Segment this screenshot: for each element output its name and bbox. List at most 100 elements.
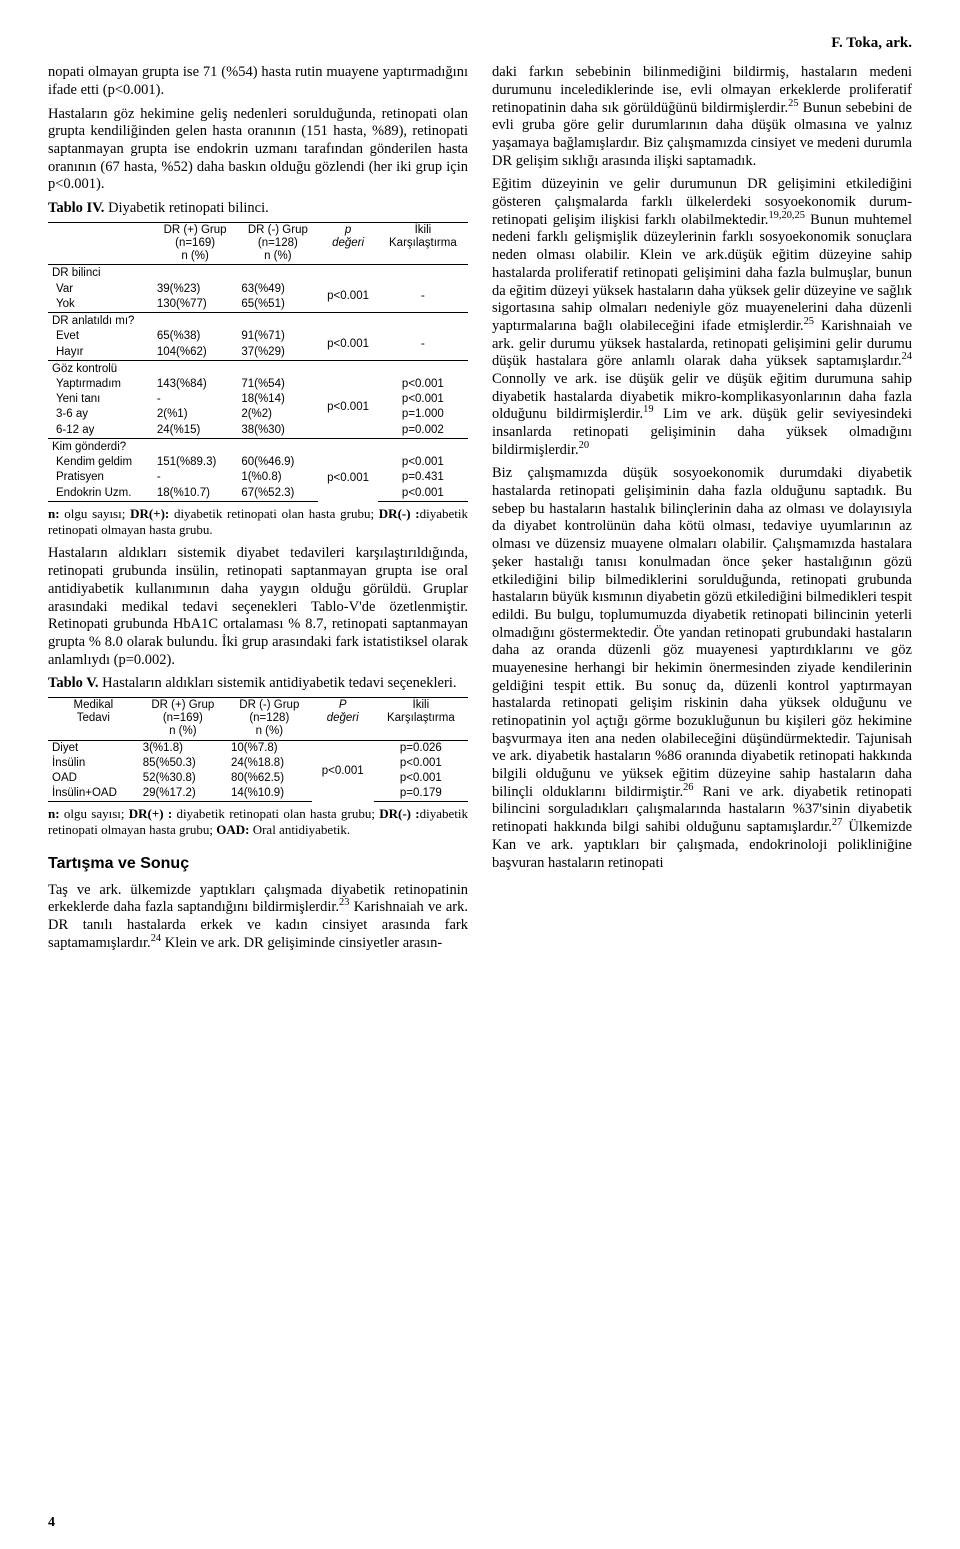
- cell: -: [378, 282, 468, 313]
- citation: 25: [788, 98, 798, 109]
- cell: 2(%2): [237, 407, 318, 422]
- cell: Var: [48, 282, 153, 297]
- left-column: nopati olmayan grupta ise 71 (%54) hasta…: [48, 64, 468, 958]
- right-column: daki farkın sebebinin bilinmediğini bild…: [492, 64, 912, 958]
- cell: p=1.000: [378, 407, 468, 422]
- cell: 2(%1): [153, 407, 237, 422]
- citation: 19,20,25: [768, 210, 805, 221]
- paragraph: nopati olmayan grupta ise 71 (%54) hasta…: [48, 64, 468, 99]
- citation: 24: [902, 351, 912, 362]
- cell: 6-12 ay: [48, 423, 153, 439]
- paragraph: Biz çalışmamızda düşük sosyoekonomik dur…: [492, 465, 912, 872]
- cell: Kendim geldim: [48, 455, 153, 470]
- citation: 20: [579, 440, 589, 451]
- cell: 71(%54): [237, 377, 318, 392]
- cell: 85(%50.3): [139, 756, 227, 771]
- paragraph: daki farkın sebebinin bilinmediğini bild…: [492, 64, 912, 170]
- cell: Yaptırmadım: [48, 377, 153, 392]
- col-header: DR (-) Grup (n=128) n (%): [237, 222, 318, 265]
- col-header: [48, 222, 153, 265]
- cell: Evet: [48, 329, 153, 344]
- citation: 24: [151, 933, 161, 944]
- col-header: Medikal Tedavi: [48, 697, 139, 740]
- cell: 65(%51): [237, 297, 318, 313]
- cell: 18(%14): [237, 392, 318, 407]
- cell: p<0.001: [318, 377, 377, 438]
- cell: 14(%10.9): [227, 786, 312, 802]
- paragraph: Eğitim düzeyinin ve gelir durumunun DR g…: [492, 176, 912, 459]
- table-4-title: Tablo IV. Diyabetik retinopati bilinci.: [48, 200, 468, 218]
- two-column-layout: nopati olmayan grupta ise 71 (%54) hasta…: [48, 64, 912, 958]
- cell: Yok: [48, 297, 153, 313]
- cell: -: [378, 329, 468, 360]
- table-caption: Hastaların aldıkları sistemik antidiyabe…: [99, 675, 457, 691]
- cell: 24(%15): [153, 423, 237, 439]
- cell: p<0.001: [318, 329, 377, 360]
- cell: p<0.001: [312, 740, 374, 802]
- col-header: P değeri: [312, 697, 374, 740]
- paragraph: Hastaların göz hekimine geliş nedenleri …: [48, 106, 468, 194]
- cell: Hayır: [48, 345, 153, 361]
- cell: 24(%18.8): [227, 756, 312, 771]
- paragraph: Taş ve ark. ülkemizde yaptıkları çalışma…: [48, 882, 468, 953]
- cell: 52(%30.8): [139, 771, 227, 786]
- cell: 10(%7.8): [227, 740, 312, 756]
- table-5: Medikal Tedavi DR (+) Grup (n=169) n (%)…: [48, 697, 468, 803]
- cell: Pratisyen: [48, 470, 153, 485]
- cell: p<0.001: [374, 756, 468, 771]
- group-label: DR anlatıldı mı?: [48, 313, 468, 330]
- cell: p=0.002: [378, 423, 468, 439]
- cell: 37(%29): [237, 345, 318, 361]
- citation: 23: [339, 898, 349, 909]
- cell: OAD: [48, 771, 139, 786]
- table-4-footnote: n: olgu sayısı; DR(+): diyabetik retinop…: [48, 506, 468, 538]
- cell: 29(%17.2): [139, 786, 227, 802]
- cell: p<0.001: [318, 282, 377, 313]
- cell: 39(%23): [153, 282, 237, 297]
- citation: 19: [643, 405, 653, 416]
- col-header: DR (-) Grup (n=128) n (%): [227, 697, 312, 740]
- cell: 130(%77): [153, 297, 237, 313]
- cell: Endokrin Uzm.: [48, 486, 153, 502]
- cell: İnsülin: [48, 756, 139, 771]
- page-number: 4: [48, 1514, 55, 1531]
- text: Biz çalışmamızda düşük sosyoekonomik dur…: [492, 465, 912, 799]
- table-4: DR (+) Grup (n=169) n (%) DR (-) Grup (n…: [48, 222, 468, 502]
- cell: 63(%49): [237, 282, 318, 297]
- cell: 91(%71): [237, 329, 318, 344]
- cell: Diyet: [48, 740, 139, 756]
- section-heading: Tartışma ve Sonuç: [48, 854, 468, 874]
- cell: p<0.001: [378, 392, 468, 407]
- table-caption: Diyabetik retinopati bilinci.: [104, 200, 268, 216]
- cell: -: [153, 470, 237, 485]
- cell: 3-6 ay: [48, 407, 153, 422]
- cell: 143(%84): [153, 377, 237, 392]
- cell: p=0.026: [374, 740, 468, 756]
- text: Klein ve ark. DR gelişiminde cinsiyetler…: [161, 935, 442, 951]
- cell: Yeni tanı: [48, 392, 153, 407]
- col-header: DR (+) Grup (n=169) n (%): [153, 222, 237, 265]
- cell: 60(%46.9): [237, 455, 318, 470]
- cell: p<0.001: [378, 486, 468, 502]
- col-header: DR (+) Grup (n=169) n (%): [139, 697, 227, 740]
- citation: 27: [832, 817, 842, 828]
- cell: p=0.179: [374, 786, 468, 802]
- cell: p<0.001: [378, 455, 468, 470]
- citation: 25: [804, 316, 814, 327]
- table-5-footnote: n: olgu sayısı; DR(+) : diyabetik retino…: [48, 806, 468, 838]
- cell: 1(%0.8): [237, 470, 318, 485]
- table-label: Tablo V.: [48, 675, 99, 691]
- text: Bunun muhtemel nedeni farklı gelişmişlik…: [492, 212, 912, 334]
- cell: p<0.001: [378, 377, 468, 392]
- cell: İnsülin+OAD: [48, 786, 139, 802]
- group-label: Göz kontrolü: [48, 360, 468, 377]
- cell: 18(%10.7): [153, 486, 237, 502]
- paragraph: Hastaların aldıkları sistemik diyabet te…: [48, 545, 468, 669]
- cell: 67(%52.3): [237, 486, 318, 502]
- cell: p=0.431: [378, 470, 468, 485]
- table-5-title: Tablo V. Hastaların aldıkları sistemik a…: [48, 675, 468, 693]
- cell: p<0.001: [374, 771, 468, 786]
- cell: 104(%62): [153, 345, 237, 361]
- col-header: İkili Karşılaştırma: [374, 697, 468, 740]
- cell: 38(%30): [237, 423, 318, 439]
